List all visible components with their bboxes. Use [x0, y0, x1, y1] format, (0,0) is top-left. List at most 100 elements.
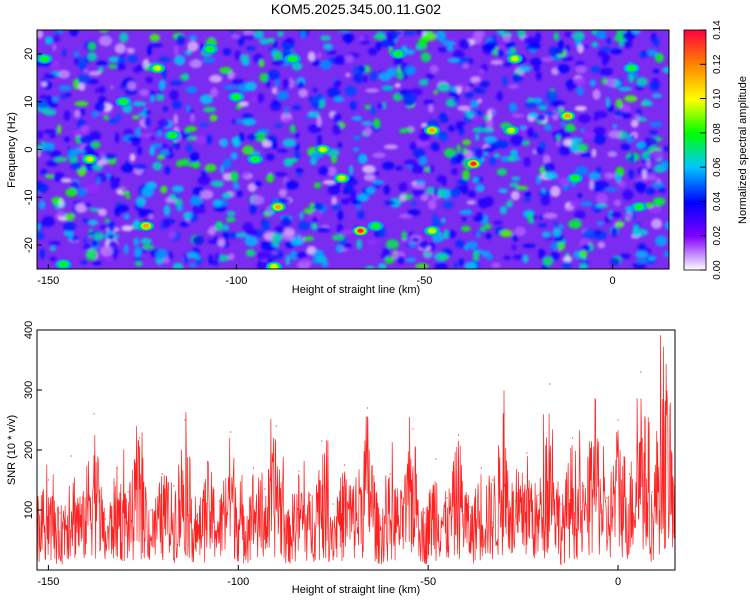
spectrogram-blob	[499, 229, 513, 238]
snr-point	[241, 506, 243, 508]
spectrogram-blob	[89, 207, 100, 212]
spectrogram-blob	[567, 84, 574, 92]
spectrogram-blob	[99, 30, 109, 33]
spectrogram-blob	[556, 134, 561, 141]
spectrogram-blob	[311, 216, 318, 224]
colorbar-tick-label: 0.04	[712, 191, 723, 211]
spectrogram-blob	[579, 262, 588, 269]
spectrogram-blob	[148, 214, 154, 220]
spectrogram-blob	[86, 183, 100, 193]
spectrogram-blob	[438, 131, 449, 142]
spectrogram-blob	[358, 65, 366, 73]
spectrogram-blob	[622, 31, 636, 41]
spectrogram-blob	[552, 227, 562, 237]
spectrogram-blob	[609, 211, 622, 218]
spectrogram-blob	[67, 231, 73, 241]
spectrogram-blob	[628, 168, 635, 180]
spectrogram-blob	[526, 127, 534, 138]
spectrogram-blob	[490, 59, 503, 65]
spectrogram-blob	[486, 254, 494, 261]
spectrogram-blob	[442, 176, 447, 187]
snr-point	[526, 452, 528, 454]
snr-point	[230, 431, 232, 433]
spectrogram-blob	[572, 31, 585, 41]
spectrogram-blob	[37, 152, 42, 157]
spectrogram-blob	[249, 203, 258, 215]
spectrogram-blob	[49, 256, 57, 262]
spectrogram-blob	[502, 35, 511, 43]
spectrogram-blob	[564, 31, 572, 38]
spectrogram-blob	[389, 197, 402, 208]
spectrogram-blob	[44, 73, 56, 79]
spectrogram-blob	[388, 30, 403, 37]
spectrogram-blob	[569, 141, 580, 153]
spectrogram-blob	[612, 124, 618, 129]
spectrogram-blob	[152, 161, 163, 171]
spectrogram-blob	[422, 252, 433, 258]
spectrogram-blob	[291, 105, 302, 111]
spectrogram-blob	[610, 227, 618, 237]
spectrogram-blob	[137, 146, 143, 156]
spectrogram-blob	[183, 253, 188, 264]
spectrogram-blob	[630, 135, 636, 140]
spectrogram-blob	[316, 227, 331, 233]
spectrogram-blob	[384, 200, 396, 206]
spectrogram-blob	[532, 213, 537, 222]
spectrogram-hotspot	[357, 228, 364, 233]
spectrogram-blob	[245, 81, 257, 92]
spectrogram-blob	[149, 145, 156, 156]
spectrogram-blob	[652, 197, 666, 207]
spectrogram-blob	[116, 188, 123, 195]
spectrogram-hotspot	[626, 64, 637, 72]
spectrogram-blob	[591, 148, 597, 158]
spectrogram-blob	[624, 95, 638, 103]
spectrogram-blob	[363, 75, 368, 83]
y-tick-label: 100	[23, 501, 35, 519]
spectrogram-blob	[267, 69, 280, 81]
spectrogram-blob	[577, 44, 584, 54]
spectrogram-blob	[278, 188, 287, 198]
spectrogram-blob	[538, 215, 544, 221]
spectrogram-blob	[555, 47, 564, 55]
spectrogram-blob	[385, 239, 399, 249]
spectrogram-blob	[138, 208, 148, 218]
spectrogram-blob	[440, 255, 450, 260]
spectrogram-blob	[482, 43, 496, 52]
spectrogram-blob	[635, 259, 648, 264]
spectrogram-blob	[43, 129, 57, 134]
colorbar-tick-label: 0.12	[712, 54, 723, 74]
snr-point	[640, 371, 642, 373]
spectrogram-blob	[208, 254, 213, 266]
spectrogram-blob	[133, 164, 147, 170]
spectrogram-blob	[276, 148, 289, 153]
spectrogram-blob	[109, 118, 118, 124]
spectrogram-blob	[139, 89, 150, 97]
spectrogram-blob	[194, 135, 207, 144]
spectrogram-blob	[159, 149, 171, 155]
spectrogram-blob	[652, 37, 660, 47]
spectrogram-blob	[553, 32, 560, 41]
spectrogram-blob	[345, 72, 351, 78]
spectrogram-blob	[116, 62, 126, 71]
spectrogram-blob	[149, 135, 156, 140]
spectrogram-blob	[297, 172, 302, 177]
snr-trace	[37, 335, 675, 566]
snr-point	[389, 473, 391, 475]
spectrogram-blob	[472, 176, 480, 184]
spectrogram-blob	[395, 165, 403, 171]
x-tick-label: -50	[417, 275, 433, 287]
spectrogram-blob	[425, 73, 435, 80]
spectrogram-blob	[420, 52, 431, 63]
spectrogram-blob	[74, 100, 89, 107]
spectrogram-blob	[127, 54, 138, 64]
spectrogram-blob	[343, 183, 354, 194]
snr-point	[59, 512, 61, 514]
spectrogram-blob	[169, 193, 176, 201]
spectrogram-blob	[261, 220, 271, 231]
spectrogram-blob	[524, 101, 538, 109]
spectrogram-blob	[342, 33, 355, 43]
spectrogram-blob	[533, 65, 541, 72]
spectrogram-blob	[327, 166, 337, 177]
spectrogram-blob	[253, 30, 264, 39]
spectrogram-blob	[376, 102, 384, 110]
